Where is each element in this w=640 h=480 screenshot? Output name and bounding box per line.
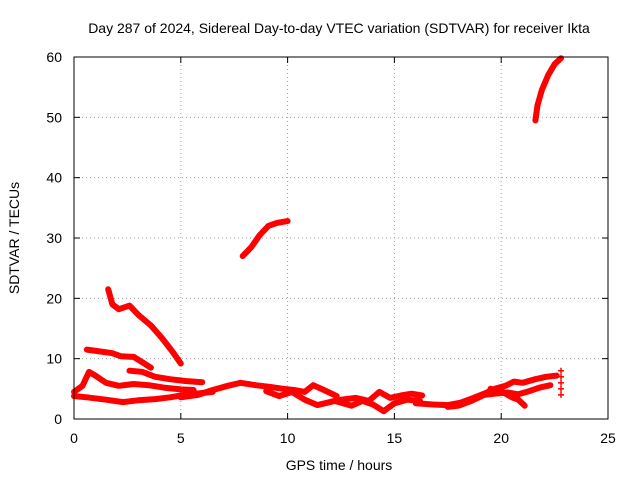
- data-series: [71, 55, 565, 415]
- y-tick-label: 30: [46, 230, 62, 246]
- series-arc-7: [263, 388, 423, 415]
- x-tick-label: 5: [177, 430, 185, 446]
- data-point-marker: [558, 373, 565, 380]
- data-point-marker: [558, 385, 565, 392]
- grid-lines: [74, 57, 608, 419]
- series-arc-13: [532, 55, 564, 124]
- y-tick-label: 10: [46, 351, 62, 367]
- y-tick-label: 0: [54, 411, 62, 427]
- series-arc-6: [177, 379, 340, 401]
- data-point-marker: [558, 391, 565, 398]
- y-tick-label: 50: [46, 109, 62, 125]
- data-point-marker: [558, 367, 565, 374]
- x-tick-label: 20: [493, 430, 509, 446]
- series-arc-12: [239, 218, 291, 260]
- x-tick-label: 0: [70, 430, 78, 446]
- y-tick-label: 20: [46, 290, 62, 306]
- x-axis-label: GPS time / hours: [286, 457, 393, 473]
- y-tick-label: 40: [46, 170, 62, 186]
- data-point-marker: [558, 379, 565, 386]
- x-tick-label: 10: [280, 430, 296, 446]
- x-tick-label: 25: [600, 430, 616, 446]
- series-arc-3: [126, 367, 206, 386]
- y-axis-label: SDTVAR / TECUs: [6, 182, 22, 294]
- series-arc-4: [71, 368, 197, 395]
- series-arc-11: [487, 385, 528, 409]
- x-tick-label: 15: [387, 430, 403, 446]
- series-arc-2: [83, 346, 154, 371]
- series-arc-1: [105, 286, 184, 367]
- series-arc-8: [338, 388, 426, 404]
- y-tick-label: 60: [46, 49, 62, 65]
- chart-title: Day 287 of 2024, Sidereal Day-to-day VTE…: [88, 20, 590, 36]
- plot-frame: [73, 56, 609, 420]
